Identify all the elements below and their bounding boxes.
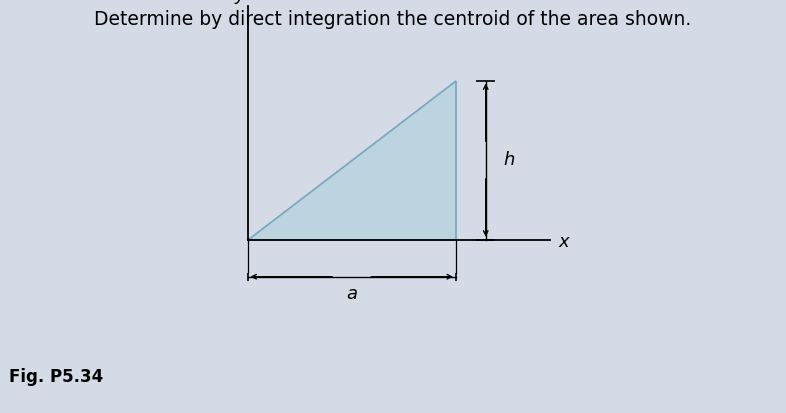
Text: Fig. P5.34: Fig. P5.34 — [9, 368, 104, 386]
Text: y: y — [234, 0, 245, 4]
Polygon shape — [248, 81, 456, 240]
Text: a: a — [347, 285, 357, 303]
Text: h: h — [503, 151, 514, 169]
Text: Determine by direct integration the centroid of the area shown.: Determine by direct integration the cent… — [94, 10, 692, 29]
Text: x: x — [558, 233, 569, 251]
